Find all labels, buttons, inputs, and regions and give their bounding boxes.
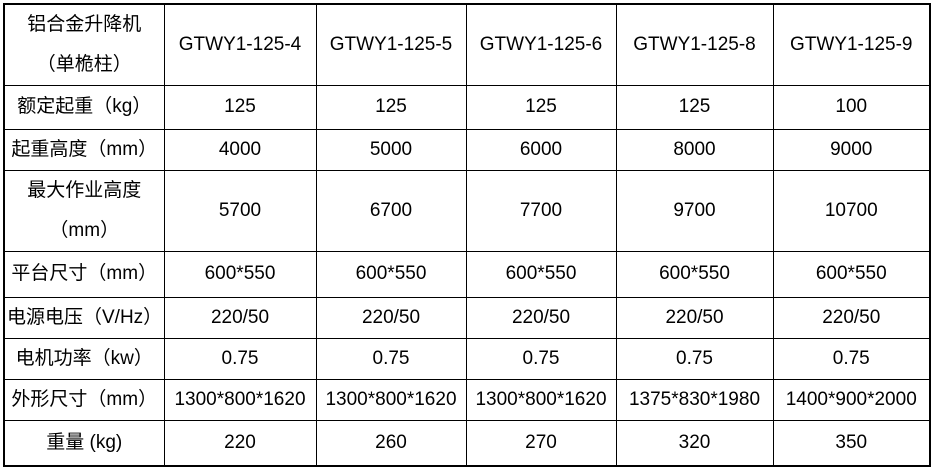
cell-value: 125 (465, 84, 617, 130)
cell-value: 125 (315, 84, 467, 130)
row-platform-size: 平台尺寸（mm） 600*550 600*550 600*550 600*550… (3, 250, 931, 298)
cell-value: 320 (615, 419, 774, 467)
row-label: 电机功率（kw） (3, 337, 165, 380)
cell-value: 4000 (163, 128, 317, 171)
cell-value: 1400*900*2000 (772, 378, 931, 421)
cell-value: 350 (772, 419, 931, 467)
cell-value: 125 (163, 84, 317, 130)
cell-value: 220/50 (465, 296, 617, 339)
cell-value: 1375*830*1980 (615, 378, 774, 421)
model-header-1: GTWY1-125-4 (163, 3, 317, 86)
row-label: 起重高度（mm） (3, 128, 165, 171)
row-label: 最大作业高度 （mm） (3, 169, 165, 252)
cell-value: 260 (315, 419, 467, 467)
cell-value: 1300*800*1620 (465, 378, 617, 421)
cell-value: 270 (465, 419, 617, 467)
cell-value: 0.75 (465, 337, 617, 380)
cell-value: 220/50 (615, 296, 774, 339)
cell-value: 7700 (465, 169, 617, 252)
cell-value: 125 (615, 84, 774, 130)
row-overall-dimensions: 外形尺寸（mm） 1300*800*1620 1300*800*1620 130… (3, 378, 931, 421)
cell-value: 600*550 (163, 250, 317, 298)
cell-value: 100 (772, 84, 931, 130)
row-max-working-height: 最大作业高度 （mm） 5700 6700 7700 9700 10700 (3, 169, 931, 252)
cell-value: 8000 (615, 128, 774, 171)
cell-value: 600*550 (615, 250, 774, 298)
cell-value: 10700 (772, 169, 931, 252)
row-label: 电源电压（V/Hz） (3, 296, 165, 339)
cell-value: 1300*800*1620 (315, 378, 467, 421)
cell-value: 0.75 (163, 337, 317, 380)
cell-value: 600*550 (315, 250, 467, 298)
row-label: 平台尺寸（mm） (3, 250, 165, 298)
row-label: 外形尺寸（mm） (3, 378, 165, 421)
cell-value: 9000 (772, 128, 931, 171)
cell-value: 600*550 (772, 250, 931, 298)
row-rated-load: 额定起重（kg） 125 125 125 125 100 (3, 84, 931, 130)
cell-value: 220/50 (772, 296, 931, 339)
cell-value: 5000 (315, 128, 467, 171)
header-row: 铝合金升降机 （单桅柱） GTWY1-125-4 GTWY1-125-5 GTW… (3, 3, 931, 86)
spec-table: 铝合金升降机 （单桅柱） GTWY1-125-4 GTWY1-125-5 GTW… (3, 3, 931, 468)
row-lifting-height: 起重高度（mm） 4000 5000 6000 8000 9000 (3, 128, 931, 171)
model-header-5: GTWY1-125-9 (772, 3, 931, 86)
row-weight: 重量 (kg) 220 260 270 320 350 (3, 419, 931, 467)
cell-value: 600*550 (465, 250, 617, 298)
cell-value: 0.75 (772, 337, 931, 380)
row-label: 重量 (kg) (3, 419, 165, 467)
row-label: 额定起重（kg） (3, 84, 165, 130)
model-header-3: GTWY1-125-6 (465, 3, 617, 86)
cell-value: 220/50 (315, 296, 467, 339)
cell-value: 1300*800*1620 (163, 378, 317, 421)
cell-value: 0.75 (315, 337, 467, 380)
model-header-2: GTWY1-125-5 (315, 3, 467, 86)
row-motor-power: 电机功率（kw） 0.75 0.75 0.75 0.75 0.75 (3, 337, 931, 380)
cell-value: 220/50 (163, 296, 317, 339)
cell-value: 6700 (315, 169, 467, 252)
model-header-4: GTWY1-125-8 (615, 3, 774, 86)
table-title: 铝合金升降机 （单桅柱） (3, 3, 165, 86)
cell-value: 9700 (615, 169, 774, 252)
row-power-voltage: 电源电压（V/Hz） 220/50 220/50 220/50 220/50 2… (3, 296, 931, 339)
cell-value: 220 (163, 419, 317, 467)
cell-value: 6000 (465, 128, 617, 171)
cell-value: 5700 (163, 169, 317, 252)
cell-value: 0.75 (615, 337, 774, 380)
